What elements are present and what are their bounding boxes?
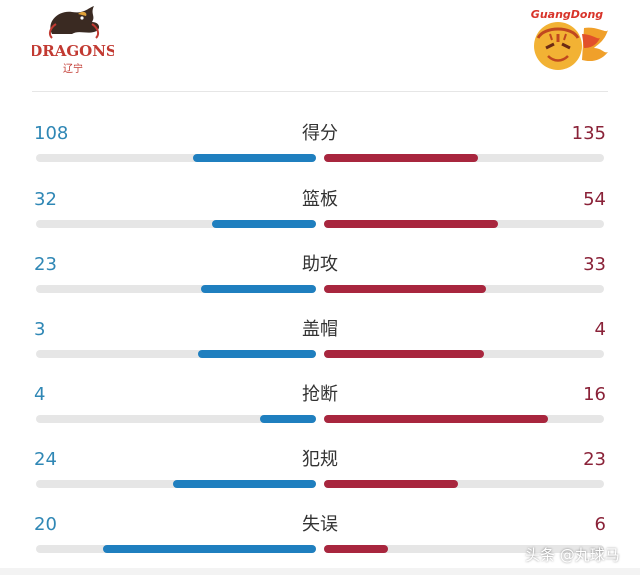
watermark: 头条 @丸球马 — [525, 546, 620, 564]
header-divider — [32, 91, 608, 92]
stat-bar-right — [324, 350, 484, 358]
stat-value-right: 135 — [571, 123, 606, 144]
stat-label: 犯规 — [302, 449, 338, 470]
stat-bar-track-right — [324, 154, 604, 162]
stat-value-left: 24 — [34, 449, 57, 470]
stat-bar-right — [324, 220, 498, 228]
stat-row: 24 犯规 23 — [0, 448, 640, 508]
dragons-logo: DRAGONS 辽宁 — [29, 4, 117, 76]
stat-bar-left — [201, 285, 316, 293]
stat-bar-track-left — [36, 350, 316, 358]
stat-row: 4 抢断 16 — [0, 383, 640, 443]
stat-value-right: 6 — [594, 514, 606, 535]
svg-text:GuangDong: GuangDong — [531, 8, 604, 21]
stat-value-left: 32 — [34, 189, 57, 210]
stat-value-right: 54 — [583, 189, 606, 210]
stat-row: 20 失误 6 — [0, 513, 640, 573]
stat-label: 失误 — [302, 514, 338, 535]
svg-text:辽宁: 辽宁 — [63, 62, 83, 75]
stat-bar-track-left — [36, 285, 316, 293]
stat-label: 得分 — [302, 123, 338, 144]
stat-value-left: 3 — [34, 319, 46, 340]
stat-bar-track-left — [36, 480, 316, 488]
stat-bar-right — [324, 480, 458, 488]
stat-bar-left — [103, 545, 316, 553]
guangdong-tiger-logo: GuangDong — [524, 4, 610, 76]
stat-bar-left — [198, 350, 316, 358]
stat-value-left: 23 — [34, 254, 57, 275]
stat-label: 篮板 — [302, 189, 338, 210]
stat-value-right: 33 — [583, 254, 606, 275]
stat-bar-left — [193, 154, 316, 162]
stat-bar-track-right — [324, 220, 604, 228]
stat-bar-track-right — [324, 285, 604, 293]
stat-value-right: 23 — [583, 449, 606, 470]
stat-bar-track-left — [36, 154, 316, 162]
stat-value-left: 20 — [34, 514, 57, 535]
stat-label: 盖帽 — [302, 319, 338, 340]
stat-bar-track-left — [36, 415, 316, 423]
stat-value-left: 4 — [34, 384, 46, 405]
stat-label: 抢断 — [302, 384, 338, 405]
stat-bar-left — [212, 220, 316, 228]
stat-bar-right — [324, 285, 486, 293]
stat-bar-track-left — [36, 220, 316, 228]
stat-label: 助攻 — [302, 254, 338, 275]
stat-bar-right — [324, 415, 548, 423]
stat-bar-track-right — [324, 350, 604, 358]
bottom-bar — [0, 568, 640, 575]
stat-bar-track-right — [324, 415, 604, 423]
team-header: DRAGONS 辽宁 GuangDong — [0, 0, 640, 92]
stat-row: 3 盖帽 4 — [0, 318, 640, 378]
stat-bar-track-right — [324, 545, 604, 553]
svg-text:DRAGONS: DRAGONS — [32, 42, 114, 60]
stat-bar-right — [324, 154, 478, 162]
stat-row: 32 篮板 54 — [0, 188, 640, 248]
stat-bar-track-right — [324, 480, 604, 488]
stat-bar-left — [260, 415, 316, 423]
stat-bar-right — [324, 545, 388, 553]
stat-row: 108 得分 135 — [0, 122, 640, 182]
stat-value-right: 16 — [583, 384, 606, 405]
stat-value-left: 108 — [34, 123, 69, 144]
stat-value-right: 4 — [594, 319, 606, 340]
stat-bar-track-left — [36, 545, 316, 553]
stat-row: 23 助攻 33 — [0, 253, 640, 313]
stat-bar-left — [173, 480, 316, 488]
